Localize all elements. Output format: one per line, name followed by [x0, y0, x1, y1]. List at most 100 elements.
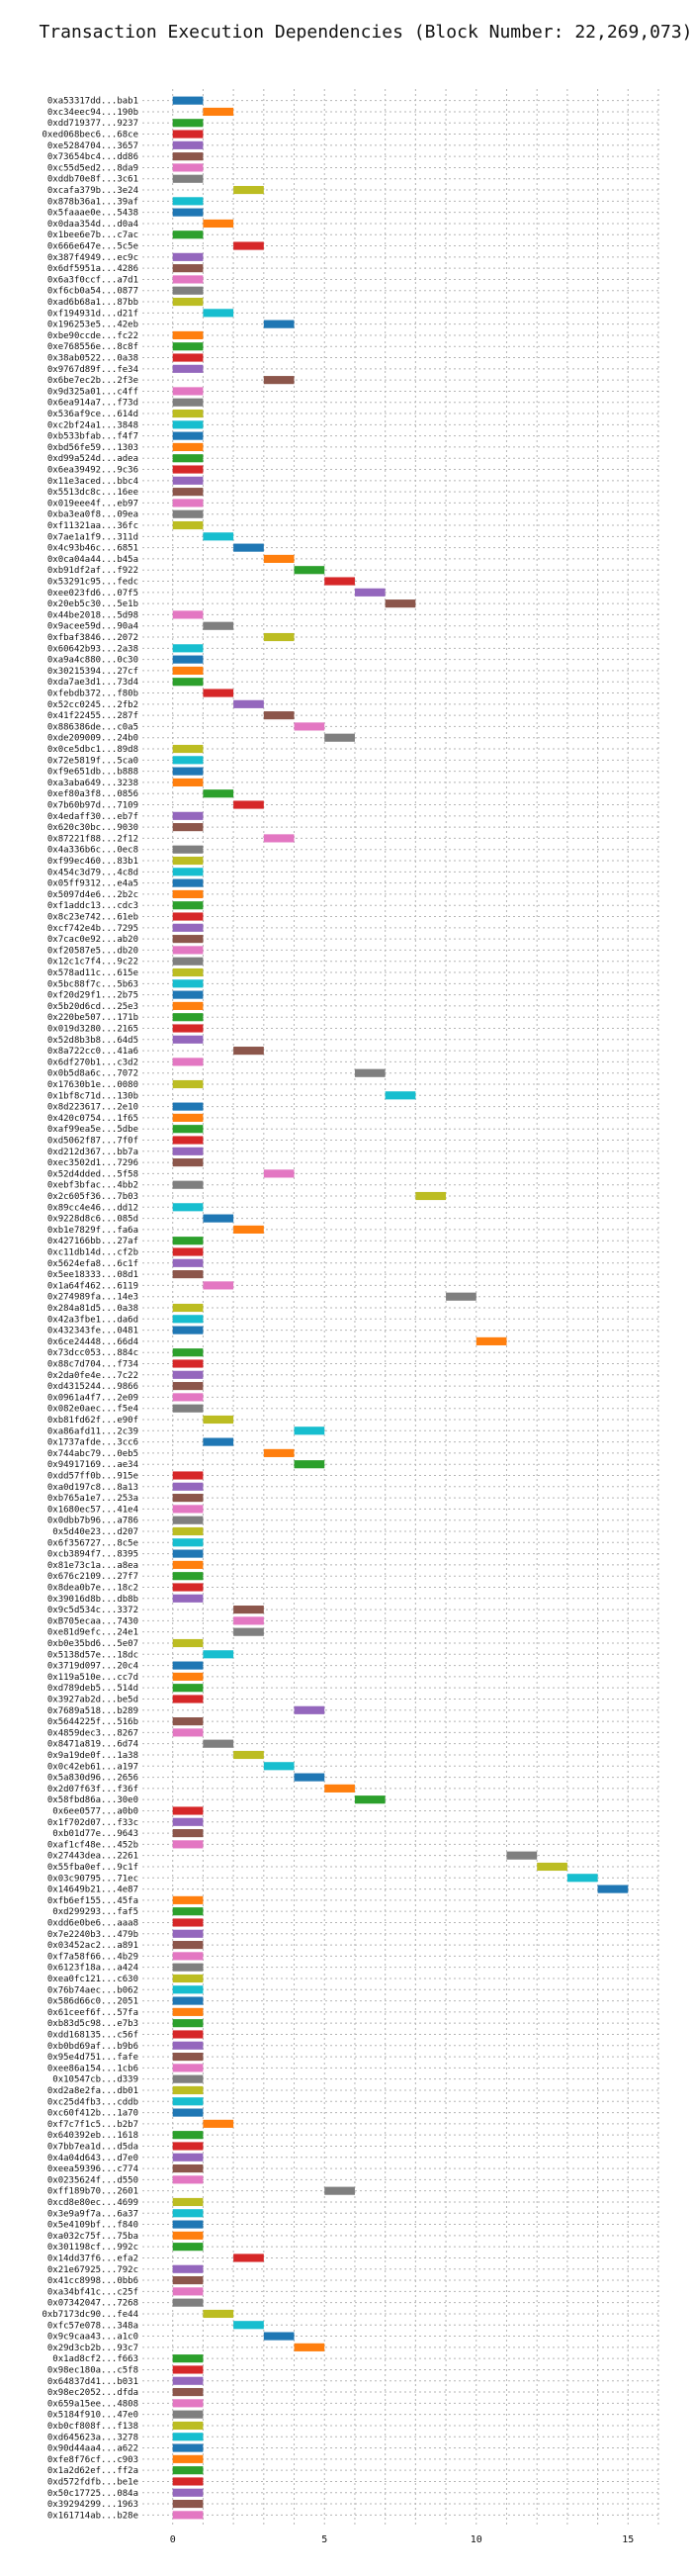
dependency-bar — [172, 130, 204, 138]
y-tick-label: 0xf11321aa...36fc — [47, 521, 138, 531]
dependency-bar — [566, 1874, 598, 1883]
y-tick-label: 0xd572fdfb...be1e — [47, 2477, 138, 2487]
y-tick-label: 0x88c7d704...f734 — [47, 1359, 138, 1369]
y-tick-label: 0x878b36a1...39af — [47, 197, 138, 207]
dependency-bar — [233, 2321, 264, 2330]
y-tick-label: 0x38ab0522...0a38 — [47, 354, 138, 364]
dependency-bar — [172, 1918, 204, 1927]
y-tick-label: 0x4edaff30...eb7f — [47, 812, 138, 822]
dependency-bar — [203, 219, 234, 229]
dependency-bar — [233, 185, 264, 195]
dependency-bar — [263, 711, 295, 720]
y-tick-label: 0x5b20d6cd...25e3 — [47, 1002, 138, 1012]
dependency-bar — [172, 2365, 204, 2374]
dependency-bar — [172, 666, 204, 675]
dependency-bar — [172, 1013, 204, 1022]
dependency-bar — [203, 1281, 234, 1290]
y-tick-label: 0xB705ecaa...7430 — [47, 1616, 138, 1626]
y-tick-label: 0x61ceef6f...57fa — [47, 2008, 138, 2018]
dependency-bar — [172, 252, 204, 261]
y-tick-label: 0x7b60b97d...7109 — [47, 801, 138, 811]
y-tick-label: 0x586d66c0...2051 — [47, 1997, 138, 2007]
y-tick-label: 0x3719d097...20c4 — [47, 1662, 138, 1672]
dependency-bar — [172, 1952, 204, 1961]
y-tick-label: 0x620c30bc...9030 — [47, 823, 138, 833]
bars-layer — [172, 96, 629, 2520]
y-tick-label: 0xf20587e5...db20 — [47, 946, 138, 956]
dependency-bar — [172, 119, 204, 128]
dependency-bar — [172, 2074, 204, 2083]
dependency-bar — [172, 286, 204, 295]
dependency-bar — [263, 834, 295, 843]
dependency-bar — [172, 923, 204, 932]
y-tick-label: 0x8471a819...6d74 — [47, 1740, 138, 1750]
y-tick-label: 0x0961a4f7...2e09 — [47, 1393, 138, 1403]
y-tick-label: 0xa34bf41c...c25f — [47, 2287, 138, 2297]
dependency-bar — [172, 2243, 204, 2252]
y-tick-label: 0x5184f910...47e0 — [47, 2411, 138, 2421]
dependency-bar — [172, 2220, 204, 2229]
dependency-bar — [324, 733, 355, 742]
dependency-bar — [172, 756, 204, 765]
dependency-bar — [172, 1482, 204, 1491]
y-tick-label: 0x454c3d79...4c8d — [47, 868, 138, 877]
dependency-bar — [172, 264, 204, 273]
dependency-bar — [203, 309, 234, 318]
dependency-bar — [172, 2030, 204, 2039]
dependency-bar — [172, 1024, 204, 1033]
dependency-bar — [172, 1113, 204, 1122]
dependency-bar — [172, 431, 204, 440]
dependency-bar — [172, 1728, 204, 1737]
dependency-bar — [354, 588, 386, 597]
y-tick-label: 0x6ea914a7...f73d — [47, 399, 138, 409]
y-tick-label: 0xc25d4fb3...cddb — [47, 2097, 138, 2107]
y-tick-label: 0xef80a3f8...0856 — [47, 789, 138, 799]
y-tick-label: 0xc34eec94...190b — [47, 108, 138, 118]
dependency-bar — [172, 2433, 204, 2441]
y-tick-label: 0xcd8e80ec...4699 — [47, 2198, 138, 2208]
y-tick-label: 0x5e4109bf...f840 — [47, 2221, 138, 2231]
dependency-bar — [354, 1795, 386, 1804]
y-tick-label: 0x019d3280...2165 — [47, 1025, 138, 1035]
dependency-bar — [172, 1158, 204, 1167]
y-tick-label: 0xd4315244...9866 — [47, 1382, 138, 1392]
dependency-bar — [172, 499, 204, 507]
dependency-bar — [172, 1270, 204, 1279]
y-tick-label: 0x1680ec57...41e4 — [47, 1505, 138, 1515]
y-tick-label: 0x9228d8c6...085d — [47, 1215, 138, 1225]
y-tick-label: 0x7ae1a1f9...311d — [47, 532, 138, 542]
dependency-bar — [172, 778, 204, 786]
y-tick-label: 0xb0cf808f...f138 — [47, 2422, 138, 2432]
y-tick-label: 0x9acee59d...90a4 — [47, 622, 138, 632]
y-tick-label: 0x274989fa...14e3 — [47, 1293, 138, 1303]
dependency-bar — [172, 1102, 204, 1111]
dependency-bar — [172, 1382, 204, 1391]
dependency-bar — [172, 488, 204, 497]
dependency-bar — [172, 330, 204, 340]
y-tick-label: 0x55fba0ef...9c1f — [47, 1863, 138, 1873]
y-tick-label: 0x744abc79...0eb5 — [47, 1449, 138, 1459]
y-tick-label: 0x14dd37f6...efa2 — [47, 2254, 138, 2263]
dependency-bar — [172, 2197, 204, 2207]
dependency-bar — [172, 2007, 204, 2016]
y-tick-label: 0xb7173dc90...fe44 — [42, 2310, 138, 2320]
dependency-bar — [172, 1001, 204, 1010]
y-tick-label: 0x10547cb...d339 — [52, 2075, 138, 2085]
dependency-bar — [172, 2387, 204, 2397]
dependency-bar — [172, 990, 204, 999]
dependency-bar — [172, 845, 204, 854]
dependency-bar — [172, 2064, 204, 2072]
y-tick-label: 0x8dea0b7e...18c2 — [47, 1583, 138, 1593]
dependency-bar — [172, 1237, 204, 1245]
dependency-bar — [172, 476, 204, 485]
dependency-bar — [172, 398, 204, 407]
dependency-bar — [233, 1047, 264, 1056]
dependency-bar — [172, 1471, 204, 1480]
y-tick-label: 0x73654bc4...dd86 — [47, 152, 138, 162]
y-tick-label: 0xdd719377...9237 — [47, 119, 138, 129]
y-tick-label: 0x52d4dded...5f58 — [47, 1169, 138, 1179]
dependency-bar — [233, 2254, 264, 2262]
dependency-bar — [172, 957, 204, 966]
y-tick-label: 0xfbaf3846...2072 — [47, 633, 138, 643]
y-tick-label: 0x0c42eb61...a197 — [47, 1762, 138, 1772]
